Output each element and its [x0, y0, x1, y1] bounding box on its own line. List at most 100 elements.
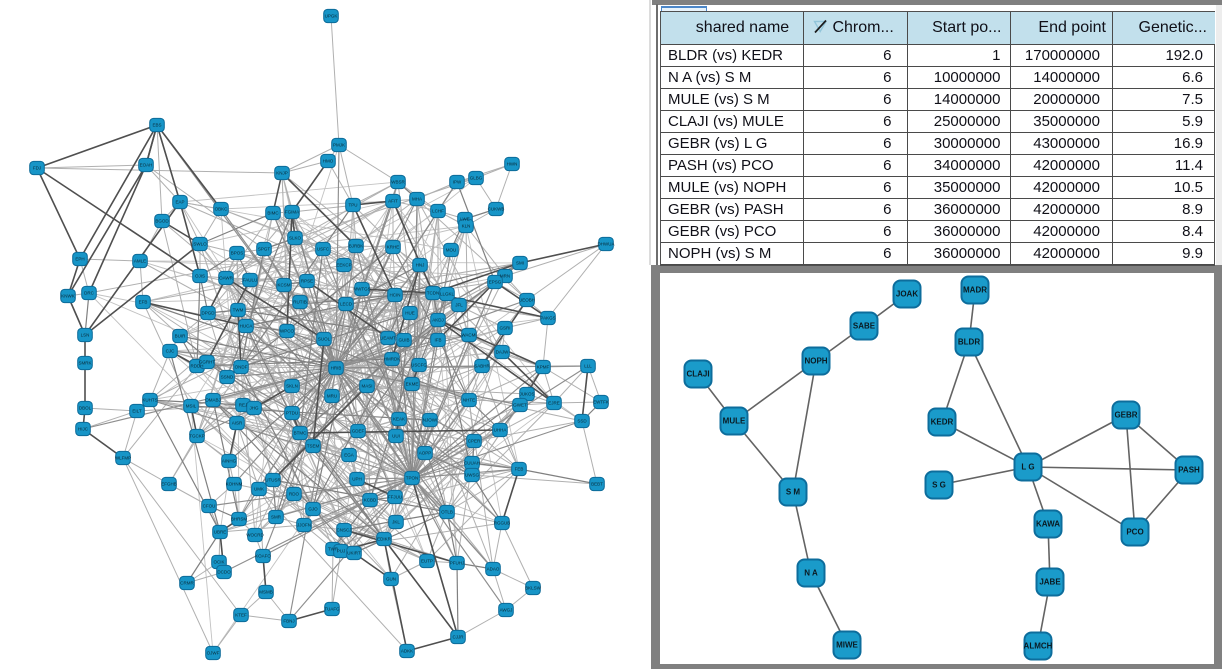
svg-text:SMI: SMI: [516, 261, 524, 266]
svg-text:MWTGS: MWTGS: [353, 287, 370, 292]
svg-text:OJIS: OJIS: [195, 274, 205, 279]
svg-text:CUKWB: CUKWB: [488, 207, 505, 212]
svg-text:EUTP: EUTP: [421, 559, 433, 564]
svg-text:GUIB: GUIB: [398, 338, 409, 343]
svg-text:DCDO: DCDO: [217, 570, 231, 575]
svg-text:HRIB: HRIB: [331, 366, 342, 371]
svg-text:BJRBK: BJRBK: [349, 244, 364, 249]
svg-text:MASI: MASI: [361, 384, 372, 389]
svg-text:LWE: LWE: [460, 217, 469, 222]
svg-text:BUIR: BUIR: [175, 334, 187, 339]
svg-text:EGA: EGA: [344, 453, 354, 458]
svg-text:PFUHJ: PFUHJ: [450, 561, 465, 566]
svg-text:SMRK: SMRK: [78, 361, 91, 366]
svg-text:FGIMA: FGIMA: [285, 210, 299, 215]
svg-text:UPGK: UPGK: [325, 14, 338, 19]
svg-text:DBOL: DBOL: [79, 406, 92, 411]
svg-text:HUE: HUE: [405, 311, 415, 316]
svg-text:JOAK: JOAK: [896, 290, 918, 299]
svg-text:MRU: MRU: [327, 394, 337, 399]
svg-text:BPOS: BPOS: [231, 251, 244, 256]
svg-text:RDO: RDO: [289, 492, 299, 497]
svg-text:UTUSR: UTUSR: [265, 478, 281, 483]
svg-text:EILT: EILT: [132, 409, 141, 414]
svg-text:DAJW: DAJW: [496, 350, 510, 355]
svg-text:USCFG: USCFG: [411, 363, 427, 368]
svg-text:SUOL: SUOL: [318, 337, 331, 342]
svg-text:IFB: IFB: [434, 338, 441, 343]
svg-text:S M: S M: [786, 488, 801, 497]
svg-text:DHWUA: DHWUA: [598, 242, 615, 247]
svg-text:USFC: USFC: [317, 247, 330, 252]
svg-text:LLL: LLL: [584, 364, 592, 369]
svg-text:WACMI: WACMI: [461, 333, 476, 338]
svg-text:ALMCH: ALMCH: [1024, 642, 1053, 651]
svg-text:LECD: LECD: [340, 302, 353, 307]
svg-text:CLAJI: CLAJI: [686, 370, 709, 379]
svg-text:WOCRD: WOCRD: [246, 533, 264, 538]
svg-text:AMLE: AMLE: [134, 259, 146, 264]
svg-text:MIWE: MIWE: [836, 641, 858, 650]
svg-text:SMR: SMR: [271, 515, 282, 520]
svg-text:EFGHB: EFGHB: [161, 482, 177, 487]
svg-text:PASH: PASH: [1178, 466, 1200, 475]
svg-text:BHRSM: BHRSM: [231, 517, 248, 522]
svg-text:MSMB: MSMB: [259, 590, 273, 595]
svg-text:TPON: TPON: [406, 476, 419, 481]
svg-text:AINHG: AINHG: [222, 459, 237, 464]
svg-text:TPU: TPU: [349, 203, 358, 208]
svg-text:BKLSW: BKLSW: [525, 586, 542, 591]
svg-text:BIMC: BIMC: [267, 211, 279, 216]
svg-text:KLN: KLN: [462, 224, 471, 229]
svg-text:TWM: TWM: [233, 308, 244, 313]
svg-text:EBS: EBS: [152, 123, 161, 128]
svg-text:UKIRT: UKIRT: [347, 551, 361, 556]
svg-text:REJ: REJ: [239, 403, 248, 408]
svg-text:KRHE: KRHE: [387, 245, 400, 250]
svg-text:KAWA: KAWA: [1036, 520, 1060, 529]
svg-text:UHHA: UHHA: [494, 428, 507, 433]
svg-text:CUUAH: CUUAH: [464, 461, 480, 466]
svg-text:KEAK: KEAK: [393, 417, 405, 422]
svg-text:WBSR: WBSR: [391, 180, 405, 185]
svg-text:AISR: AISR: [232, 421, 243, 426]
svg-text:JABE: JABE: [1039, 578, 1061, 587]
svg-text:JUKOS: JUKOS: [519, 392, 534, 397]
svg-text:HUCA: HUCA: [240, 324, 253, 329]
svg-text:MSIL: MSIL: [186, 404, 197, 409]
svg-text:OAWR: OAWR: [219, 276, 234, 281]
svg-text:AFIT: AFIT: [388, 199, 398, 204]
svg-text:PUJ: PUJ: [337, 549, 346, 554]
svg-text:EOAH: EOAH: [140, 163, 153, 168]
svg-text:SSD: SSD: [577, 419, 587, 424]
svg-text:CRMR: CRMR: [180, 581, 194, 586]
svg-text:DRC: DRC: [84, 291, 94, 296]
svg-text:TCDN: TCDN: [427, 291, 440, 296]
svg-text:JJOFN: JJOFN: [297, 523, 311, 528]
svg-text:AOPP: AOPP: [419, 451, 432, 456]
svg-text:SKLN: SKLN: [286, 384, 298, 389]
svg-text:KUHTS: KUHTS: [142, 398, 157, 403]
svg-text:TGCKP: TGCKP: [189, 434, 205, 439]
svg-text:TSEM: TSEM: [307, 444, 320, 449]
svg-text:WLFMP: WLFMP: [115, 456, 131, 461]
svg-text:FDJ: FDJ: [33, 166, 41, 171]
svg-text:LLGKL: LLGKL: [440, 292, 455, 297]
svg-text:BLDR: BLDR: [958, 338, 980, 347]
svg-text:NJOWI: NJOWI: [423, 418, 438, 423]
svg-text:UEOBH: UEOBH: [519, 298, 535, 303]
svg-text:HMRDK: HMRDK: [384, 357, 401, 362]
svg-text:RUTIB: RUTIB: [293, 300, 307, 305]
svg-text:PMJK: PMJK: [333, 143, 345, 148]
svg-text:KEDR: KEDR: [931, 418, 954, 427]
svg-text:S G: S G: [932, 481, 946, 490]
svg-text:EDIKR: EDIKR: [377, 537, 392, 542]
svg-text:GJO: GJO: [308, 507, 318, 512]
svg-text:SWLO: SWLO: [193, 242, 207, 247]
svg-text:CJJR: CJJR: [453, 635, 465, 640]
svg-text:AWGJ: AWGJ: [500, 608, 513, 613]
svg-text:KTEF: KTEF: [235, 613, 247, 618]
svg-text:RDDH: RDDH: [191, 364, 204, 369]
svg-text:EEKCP: EEKCP: [336, 263, 351, 268]
svg-text:GDEF: GDEF: [352, 429, 365, 434]
